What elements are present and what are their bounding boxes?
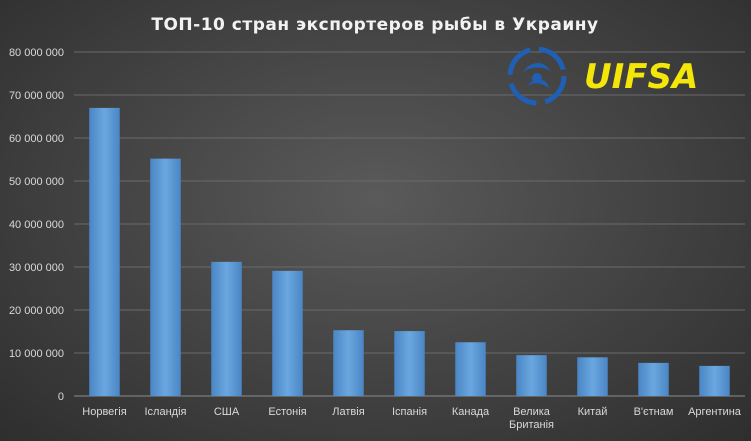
logo-text: UIFSA: [584, 57, 698, 97]
bar: [455, 342, 486, 396]
y-tick-label: 50 000 000: [9, 176, 64, 188]
bar: [272, 270, 303, 396]
x-tick-label: Аргентина: [688, 406, 742, 418]
bar: [89, 107, 120, 397]
bar: [577, 357, 608, 396]
x-tick-label: Норвегія: [82, 406, 126, 418]
uifsa-logo: UIFSA: [507, 46, 698, 106]
y-tick-label: 20 000 000: [9, 305, 64, 317]
x-tick-label: США: [214, 406, 240, 418]
y-tick-label: 80 000 000: [9, 47, 64, 59]
x-tick-label: В'єтнам: [634, 406, 674, 418]
x-tick-label: Ісландія: [145, 406, 187, 418]
bar: [211, 261, 242, 396]
bar: [333, 330, 364, 396]
bar: [699, 365, 730, 396]
y-axis-ticks: 0 10 000 000 20 000 000 30 000 000 40 000 00…: [9, 47, 64, 403]
fish-emblem-icon: [507, 46, 567, 106]
bar: [394, 331, 425, 396]
chart-title: ТОП-10 стран экспортеров рыбы в Украину: [151, 15, 598, 35]
bar: [516, 355, 547, 396]
bar: [150, 158, 181, 396]
bars: [89, 107, 730, 397]
y-tick-label: 30 000 000: [9, 262, 64, 274]
y-tick-label: 60 000 000: [9, 133, 64, 145]
bar: [638, 362, 669, 396]
x-tick-label: Велика Британія: [509, 406, 554, 431]
y-tick-label: 40 000 000: [9, 219, 64, 231]
gridlines: [74, 51, 745, 397]
x-tick-label: Китай: [578, 406, 608, 418]
y-tick-label: 10 000 000: [9, 348, 64, 360]
x-tick-label: Іспанія: [392, 406, 427, 418]
x-tick-label: Естонія: [268, 406, 306, 418]
y-tick-label: 0: [58, 391, 64, 403]
x-axis-labels: Норвегія Ісландія США Естонія Латвія Іспанія К…: [82, 406, 741, 431]
y-tick-label: 70 000 000: [9, 90, 64, 102]
x-tick-label: Канада: [452, 406, 490, 418]
x-tick-label: Латвія: [332, 406, 364, 418]
